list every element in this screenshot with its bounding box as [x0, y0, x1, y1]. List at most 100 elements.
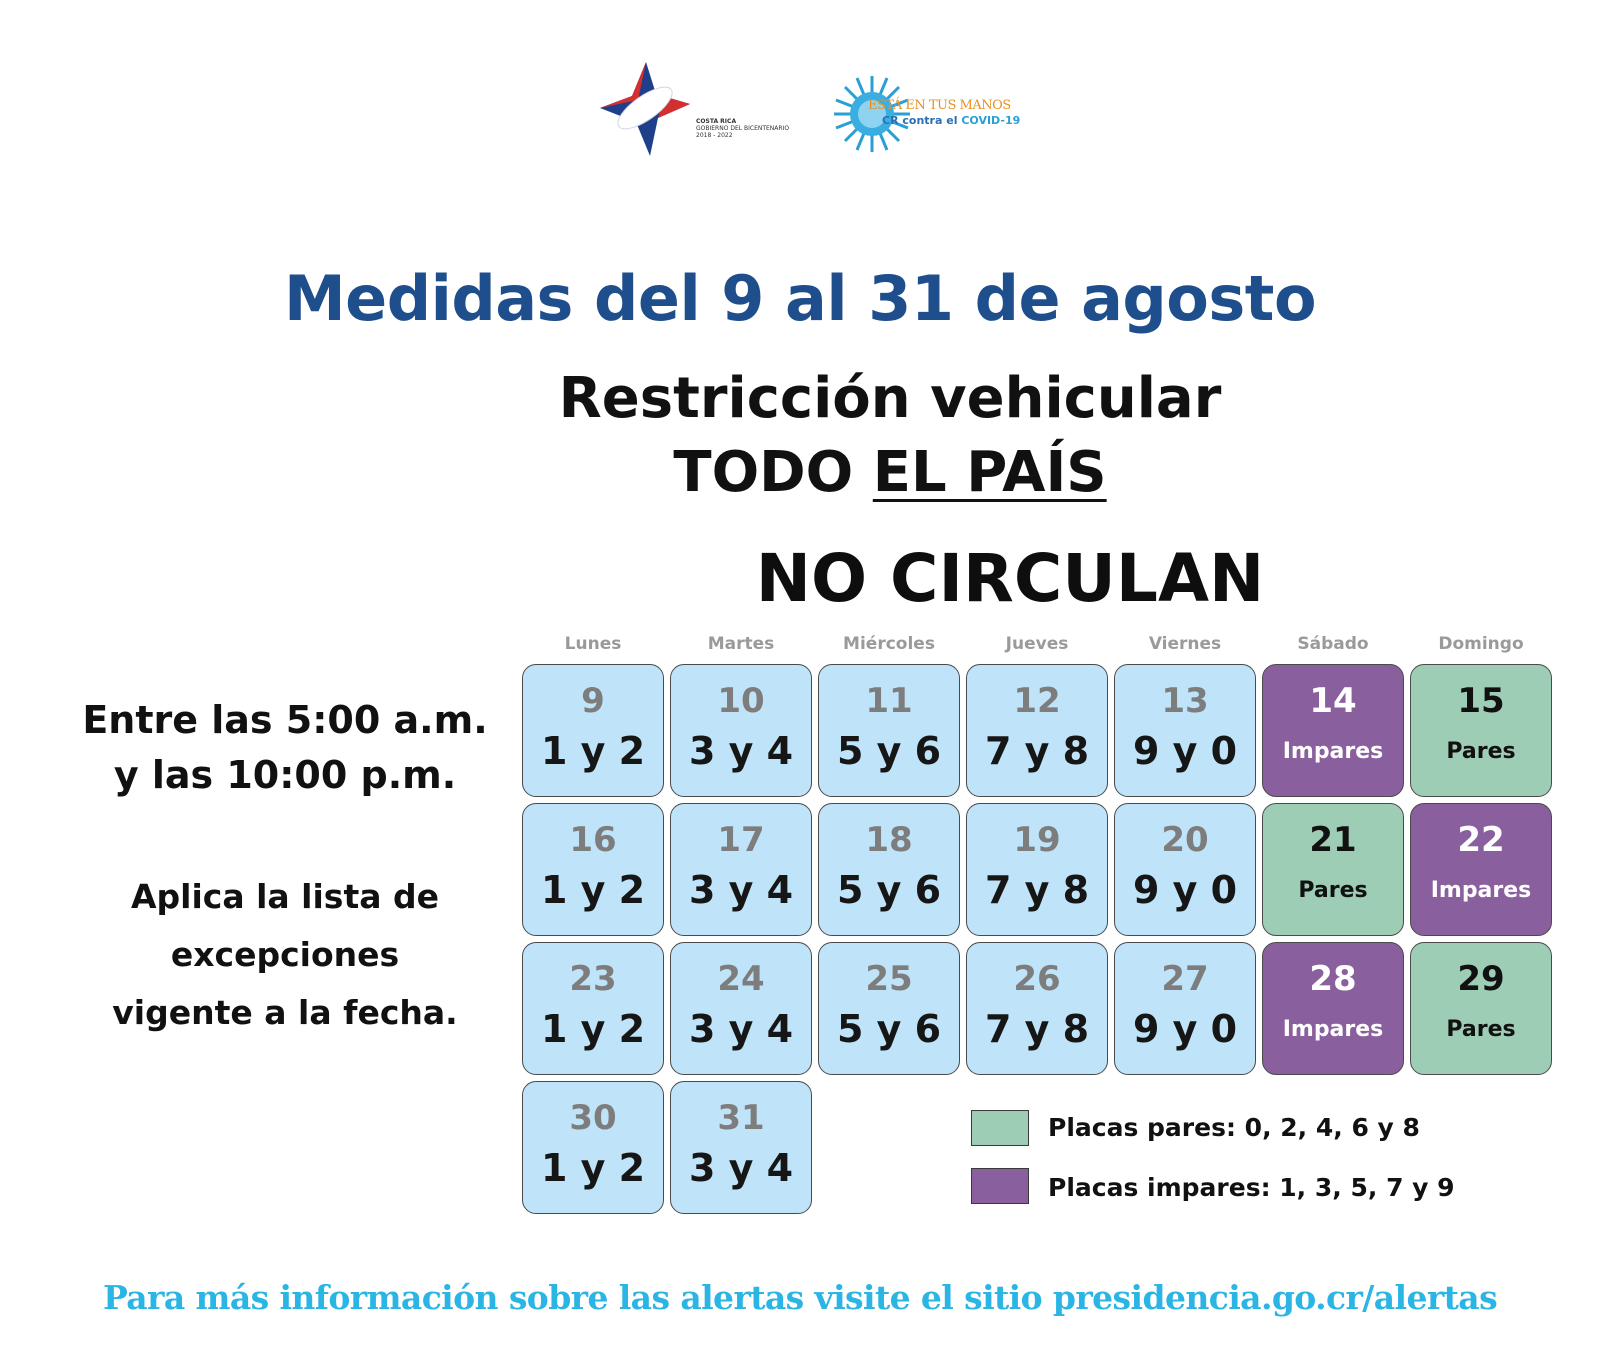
restricted-plates-label: 7 y 8: [984, 1007, 1090, 1051]
day-of-week-header: Sábado: [1297, 634, 1369, 654]
restricted-plates-label: 1 y 2: [540, 1146, 646, 1190]
calendar-day-number: 11: [865, 681, 913, 721]
calendar-day-cell: 14 Impares: [1262, 664, 1404, 797]
calendar-day-cell: 22 Impares: [1410, 803, 1552, 936]
restricted-plates-label: 9 y 0: [1132, 729, 1238, 773]
legend-pares-text: Placas pares: 0, 2, 4, 6 y 8: [1048, 1113, 1420, 1142]
calendar-day-cell: 23 1 y 2: [522, 942, 664, 1075]
calendar-day-number: 17: [717, 820, 765, 860]
gov-logo-line3: 2018 - 2022: [696, 132, 733, 139]
calendar-day-number: 15: [1457, 681, 1505, 721]
hours-text: Entre las 5:00 a.m. y las 10:00 p.m.: [40, 693, 530, 803]
day-of-week-header: Viernes: [1148, 634, 1222, 654]
hours-line1: Entre las 5:00 a.m.: [82, 698, 488, 742]
calendar-day-cell: 21 Pares: [1262, 803, 1404, 936]
calendar-day-number: 21: [1309, 820, 1357, 860]
page-title: Medidas del 9 al 31 de agosto: [283, 262, 1317, 335]
calendar-day-cell: 10 3 y 4: [670, 664, 812, 797]
restricted-plates-label: 1 y 2: [540, 729, 646, 773]
plate-parity-label: Impares: [1282, 1017, 1384, 1042]
restricted-plates-label: 3 y 4: [688, 1146, 794, 1190]
calendar-day-cell: 31 3 y 4: [670, 1081, 812, 1214]
restricted-plates-label: 9 y 0: [1132, 868, 1238, 912]
footer-info-link[interactable]: Para más información sobre las alertas v…: [102, 1278, 1498, 1317]
calendar-day-number: 23: [569, 959, 617, 999]
calendar-day-number: 31: [717, 1098, 765, 1138]
calendar-day-number: 18: [865, 820, 913, 860]
calendar-day-number: 26: [1013, 959, 1061, 999]
covid-logo-slogan: ESTÁ EN TUS MANOS: [868, 98, 1011, 113]
calendar-day-cell: 27 9 y 0: [1114, 942, 1256, 1075]
day-of-week-header: Domingo: [1438, 634, 1524, 654]
exceptions-text: Aplica la lista de excepciones vigente a…: [40, 868, 530, 1042]
calendar-day-cell: 9 1 y 2: [522, 664, 664, 797]
restricted-plates-label: 5 y 6: [836, 729, 942, 773]
calendar-day-number: 29: [1457, 959, 1505, 999]
calendar-day-cell: 16 1 y 2: [522, 803, 664, 936]
legend-pares-swatch: [971, 1110, 1029, 1146]
calendar-day-cell: 17 3 y 4: [670, 803, 812, 936]
day-of-week-header: Lunes: [564, 634, 622, 654]
day-of-week-header: Martes: [707, 634, 775, 654]
calendar-day-number: 10: [717, 681, 765, 721]
calendar-day-cell: 28 Impares: [1262, 942, 1404, 1075]
restricted-plates-label: 1 y 2: [540, 868, 646, 912]
calendar-day-number: 20: [1161, 820, 1209, 860]
day-of-week-header: Miércoles: [843, 634, 935, 654]
calendar-day-cell: 18 5 y 6: [818, 803, 960, 936]
exceptions-line1: Aplica la lista de: [131, 877, 439, 916]
calendar-day-cell: 19 7 y 8: [966, 803, 1108, 936]
legend-impares-text: Placas impares: 1, 3, 5, 7 y 9: [1048, 1173, 1455, 1202]
covid-logo-contra: contra el: [902, 114, 958, 127]
legend-impares-swatch: [971, 1168, 1029, 1204]
calendar-day-cell: 20 9 y 0: [1114, 803, 1256, 936]
restricted-plates-label: 5 y 6: [836, 868, 942, 912]
star-logo-icon: [600, 62, 690, 156]
restricted-plates-label: 7 y 8: [984, 729, 1090, 773]
gov-logo-line2: GOBIERNO DEL BICENTENARIO: [696, 125, 790, 132]
subtitle-pais: EL PAÍS: [872, 440, 1107, 505]
calendar-day-cell: 24 3 y 4: [670, 942, 812, 1075]
calendar-day-number: 27: [1161, 959, 1209, 999]
hours-line2: y las 10:00 p.m.: [113, 753, 457, 797]
gov-logo-line1: COSTA RICA: [696, 118, 737, 125]
covid-logo-covid: COVID-19: [961, 114, 1021, 127]
covid-logo-cr: CR: [882, 114, 899, 127]
calendar-day-number: 14: [1309, 681, 1357, 721]
plate-parity-label: Impares: [1282, 739, 1384, 764]
calendar-day-cell: 29 Pares: [1410, 942, 1552, 1075]
virus-icon: [834, 76, 910, 152]
calendar-day-cell: 11 5 y 6: [818, 664, 960, 797]
calendar-day-number: 9: [581, 681, 605, 721]
exceptions-line3: vigente a la fecha.: [112, 993, 458, 1032]
covid-logo-subline: CR contra el COVID-19: [882, 114, 1020, 127]
restricted-plates-label: 7 y 8: [984, 868, 1090, 912]
exceptions-line2: excepciones: [170, 935, 400, 974]
no-circulan-heading: NO CIRCULAN: [755, 540, 1265, 617]
calendar-day-number: 16: [569, 820, 617, 860]
calendar-day-number: 12: [1013, 681, 1061, 721]
plate-parity-label: Pares: [1298, 878, 1368, 903]
calendar-day-number: 13: [1161, 681, 1209, 721]
subtitle-line1: Restricción vehicular: [558, 366, 1222, 431]
restricted-plates-label: 5 y 6: [836, 1007, 942, 1051]
restricted-plates-label: 9 y 0: [1132, 1007, 1238, 1051]
calendar-day-number: 19: [1013, 820, 1061, 860]
calendar-day-number: 24: [717, 959, 765, 999]
subtitle-todo: TODO: [673, 440, 854, 505]
subtitle: Restricción vehicular TODO EL PAÍS: [420, 362, 1360, 510]
restricted-plates-label: 1 y 2: [540, 1007, 646, 1051]
restricted-plates-label: 3 y 4: [688, 729, 794, 773]
calendar-day-number: 25: [865, 959, 913, 999]
restricted-plates-label: 3 y 4: [688, 868, 794, 912]
calendar-day-number: 28: [1309, 959, 1357, 999]
covid-campaign-logo: ESTÁ EN TUS MANOS CR contra el COVID-19: [832, 72, 1032, 156]
plate-parity-label: Pares: [1446, 739, 1516, 764]
calendar-day-cell: 13 9 y 0: [1114, 664, 1256, 797]
government-logo: COSTA RICA GOBIERNO DEL BICENTENARIO 201…: [598, 60, 798, 160]
calendar-day-number: 22: [1457, 820, 1505, 860]
day-of-week-header: Jueves: [1005, 634, 1069, 654]
subtitle-line2: TODO EL PAÍS: [420, 436, 1360, 510]
calendar-day-cell: 15 Pares: [1410, 664, 1552, 797]
calendar-day-cell: 30 1 y 2: [522, 1081, 664, 1214]
